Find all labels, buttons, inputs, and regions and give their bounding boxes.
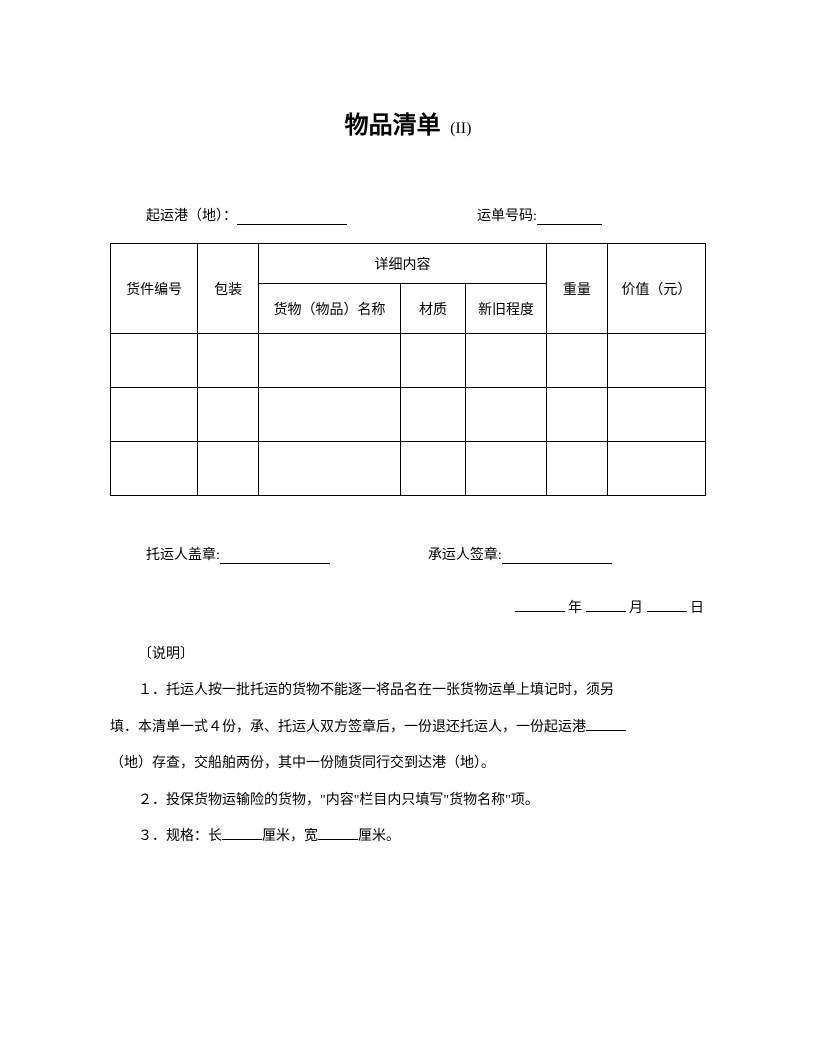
col-condition: 新旧程度 — [466, 284, 547, 334]
cell[interactable] — [400, 388, 465, 442]
cell[interactable] — [546, 334, 607, 388]
date-row: 年 月 日 — [110, 594, 704, 617]
col-weight: 重量 — [546, 244, 607, 334]
day-label: 日 — [690, 601, 704, 616]
cell[interactable] — [259, 388, 401, 442]
consignor-seal-line[interactable] — [220, 546, 330, 564]
top-fields-row: 起运港（地）： 运单号码: — [146, 205, 706, 225]
col-material: 材质 — [400, 284, 465, 334]
cell[interactable] — [198, 388, 259, 442]
waybill-label: 运单号码: — [477, 205, 537, 225]
cell[interactable] — [111, 334, 198, 388]
cell[interactable] — [259, 442, 401, 496]
instruction-item-3-suf: 厘米。 — [358, 829, 400, 844]
cell[interactable] — [607, 334, 705, 388]
cell[interactable] — [198, 442, 259, 496]
blank-line-departure[interactable] — [586, 730, 626, 731]
cell[interactable] — [466, 388, 547, 442]
origin-port-label: 起运港（地）： — [146, 205, 237, 225]
col-value: 价值（元） — [607, 244, 705, 334]
cell[interactable] — [546, 388, 607, 442]
carrier-seal-label: 承运人签章: — [428, 544, 502, 564]
table-row — [111, 388, 706, 442]
col-details-header: 详细内容 — [259, 244, 547, 284]
consignor-seal-label: 托运人盖章: — [146, 544, 220, 564]
instruction-item-3: ３．规格：长 厘米，宽 厘米。 — [110, 819, 706, 855]
consignor-seal-field: 托运人盖章: — [146, 544, 330, 564]
year-input-line[interactable] — [515, 594, 565, 612]
table-row — [111, 334, 706, 388]
goods-table: 货件编号 包装 详细内容 重量 价值（元） 货物（物品）名称 材质 新旧程度 — [110, 243, 706, 496]
col-goods-name: 货物（物品）名称 — [259, 284, 401, 334]
instruction-item-1b: 填．本清单一式４份，承、托运人双方签章后，一份退还托运人，一份起运港 — [110, 710, 706, 746]
waybill-input-line[interactable] — [537, 207, 602, 225]
instruction-item-1a: １．托运人按一批托运的货物不能逐一将品名在一张货物运单上填记时，须另 — [110, 673, 706, 709]
month-label: 月 — [629, 601, 643, 616]
cell[interactable] — [607, 442, 705, 496]
cell[interactable] — [400, 334, 465, 388]
waybill-field: 运单号码: — [477, 205, 602, 225]
month-input-line[interactable] — [586, 594, 626, 612]
instruction-item-1c: （地）存查，交船舶两份，其中一份随货同行交到达港（地）。 — [110, 746, 706, 782]
page-title: 物品清单 (II) — [110, 105, 706, 140]
cell[interactable] — [111, 442, 198, 496]
instruction-item-3-mid: 厘米，宽 — [262, 829, 318, 844]
cell[interactable] — [198, 334, 259, 388]
cell[interactable] — [111, 388, 198, 442]
cell[interactable] — [466, 442, 547, 496]
cell[interactable] — [607, 388, 705, 442]
instructions-heading: 〔说明〕 — [110, 637, 706, 673]
instruction-item-2: ２．投保货物运输险的货物，"内容"栏目内只填写"货物名称"项。 — [110, 783, 706, 819]
carrier-seal-field: 承运人签章: — [428, 544, 612, 564]
signature-row: 托运人盖章: 承运人签章: — [146, 544, 706, 564]
origin-port-field: 起运港（地）： — [146, 205, 347, 225]
width-input-line[interactable] — [318, 839, 358, 840]
instructions: 〔说明〕 １．托运人按一批托运的货物不能逐一将品名在一张货物运单上填记时，须另 … — [110, 637, 706, 855]
table-row — [111, 442, 706, 496]
instruction-item-3-pre: ３．规格：长 — [138, 829, 222, 844]
origin-port-input-line[interactable] — [237, 207, 347, 225]
day-input-line[interactable] — [647, 594, 687, 612]
carrier-seal-line[interactable] — [502, 546, 612, 564]
title-suffix: (II) — [450, 120, 471, 137]
title-main: 物品清单 — [345, 112, 441, 139]
col-packaging: 包装 — [198, 244, 259, 334]
cell[interactable] — [466, 334, 547, 388]
cell[interactable] — [400, 442, 465, 496]
cell[interactable] — [259, 334, 401, 388]
col-cargo-no: 货件编号 — [111, 244, 198, 334]
year-label: 年 — [568, 601, 582, 616]
cell[interactable] — [546, 442, 607, 496]
instruction-item-1b-text: 填．本清单一式４份，承、托运人双方签章后，一份退还托运人，一份起运港 — [110, 720, 586, 735]
length-input-line[interactable] — [222, 839, 262, 840]
